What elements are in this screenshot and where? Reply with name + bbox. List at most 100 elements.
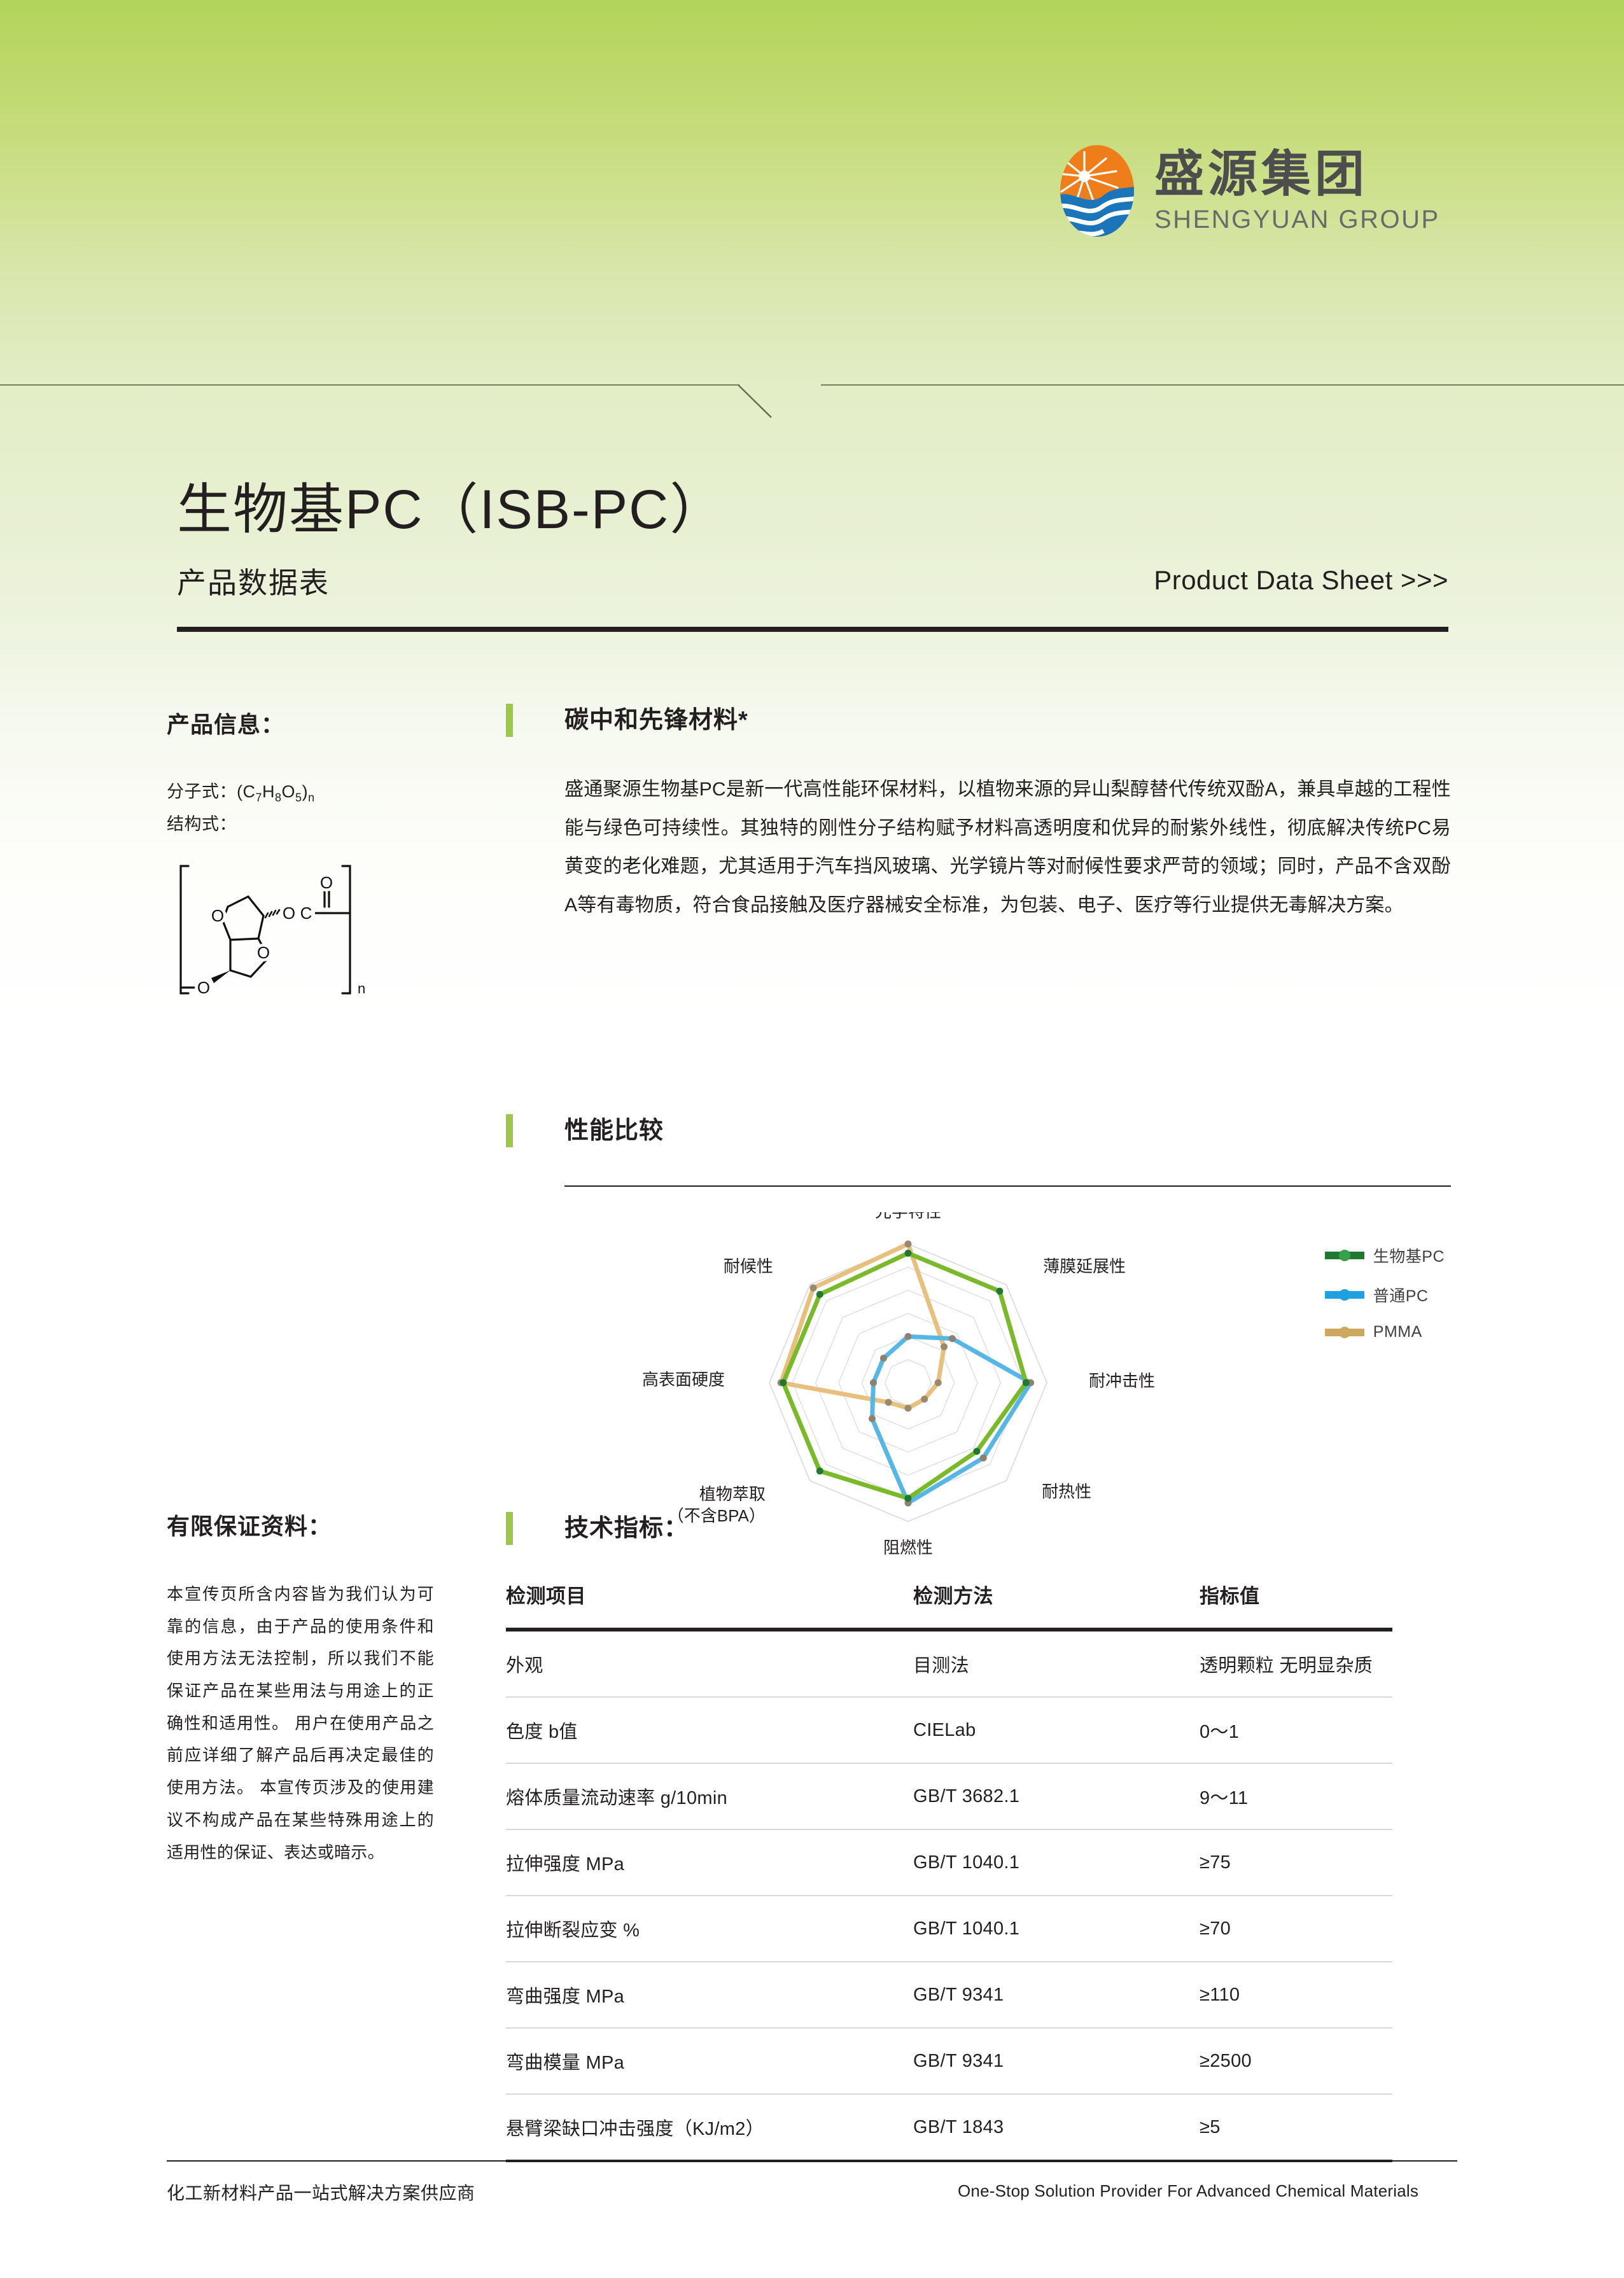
title-divider-left xyxy=(0,384,739,386)
formula-subscript-n: n xyxy=(308,791,315,804)
intro-heading: 碳中和先锋材料* xyxy=(564,707,748,734)
logo-text-cn: 盛源集团 xyxy=(1154,146,1369,203)
spec-method: GB/T 1040.1 xyxy=(913,1896,1200,1962)
radar-axis-label: 高表面硬度 xyxy=(642,1370,725,1389)
warranty-text: 本宣传页所含内容皆为我们认为可靠的信息，由于产品的使用条件和使用方法无法控制，所… xyxy=(167,1584,434,1862)
formula-sub-o: 5 xyxy=(295,791,302,804)
molecular-formula-label: 分子式： xyxy=(167,782,237,801)
footer-text-cn: 化工新材料产品一站式解决方案供应商 xyxy=(167,2183,475,2203)
radar-data-point xyxy=(809,1284,817,1292)
footer-text-en: One-Stop Solution Provider For Advanced … xyxy=(958,2181,1419,2200)
col-header-method: 检测方法 xyxy=(913,1580,1200,1632)
legend-label-pmma: PMMA xyxy=(1373,1323,1422,1341)
product-info-block: 产品信息： 分子式：(C7H8O5)n 结构式： xyxy=(167,706,434,1003)
radar-grid-ring xyxy=(769,1243,1047,1522)
legend-item: PMMA xyxy=(1324,1323,1445,1341)
radar-axis-label: 耐候性 xyxy=(724,1257,773,1276)
table-row: 色度 b值 CIELab 0～1 xyxy=(506,1697,1392,1764)
subtitle-row: 产品数据表 Product Data Sheet >>> xyxy=(177,560,1448,636)
performance-section: 性能比较 光学特性薄膜延展性耐冲击性耐热性阻燃性 植物萃取 （不含BPA） 高表面硬度… xyxy=(506,1110,1451,1556)
radar-data-point xyxy=(1022,1379,1030,1387)
formula-h: H xyxy=(262,782,276,801)
spec-item: 拉伸强度 MPa xyxy=(506,1829,913,1896)
radar-grid-ring xyxy=(815,1290,1001,1476)
radar-axis-label: 光学特性 xyxy=(875,1212,941,1221)
structure-c-label: C xyxy=(300,904,312,923)
footer-divider xyxy=(167,2160,1457,2162)
intro-accent-bar xyxy=(506,704,513,737)
table-row: 弯曲模量 MPa GB/T 9341 ≥2500 xyxy=(506,2028,1392,2095)
table-row: 外观 目测法 透明颗粒 无明显杂质 xyxy=(506,1630,1392,1698)
spec-method: GB/T 9341 xyxy=(913,2028,1200,2095)
radar-data-point xyxy=(904,1240,912,1248)
legend-swatch-biopc xyxy=(1324,1250,1364,1261)
intro-section: 碳中和先锋材料* 盛通聚源生物基PC是新一代高性能环保材料，以植物来源的异山梨醇… xyxy=(506,700,1451,925)
radar-data-point xyxy=(904,1495,912,1502)
spec-value: ≥110 xyxy=(1200,1962,1392,2029)
chemical-structure-diagram: O O O O O C n xyxy=(167,857,377,1003)
table-row: 拉伸断裂应变 % GB/T 1040.1 ≥70 xyxy=(506,1896,1392,1962)
spec-method: GB/T 9341 xyxy=(913,1962,1200,2029)
legend-swatch-pc xyxy=(1324,1289,1364,1301)
specs-heading: 技术指标： xyxy=(564,1515,689,1542)
radar-data-point xyxy=(780,1379,787,1387)
title-band xyxy=(0,385,1624,639)
warranty-heading: 有限保证资料： xyxy=(167,1513,332,1539)
specs-accent-bar xyxy=(506,1512,513,1545)
sun-wave-logo-icon xyxy=(1056,143,1138,239)
subtitle-en: Product Data Sheet >>> xyxy=(1154,565,1448,595)
spec-method: GB/T 3682.1 xyxy=(913,1763,1200,1830)
radar-data-point xyxy=(868,1415,876,1423)
page-title: 生物基PC（ISB-PC） xyxy=(177,479,726,540)
spec-item: 熔体质量流动速率 g/10min xyxy=(506,1763,913,1830)
spec-item: 弯曲模量 MPa xyxy=(506,2028,913,2095)
radar-axis-label: 耐冲击性 xyxy=(1089,1371,1155,1390)
logo-text-en: SHENGYUAN GROUP xyxy=(1154,206,1440,234)
radar-axis-label: 植物萃取 xyxy=(699,1485,766,1504)
radar-data-point xyxy=(816,1290,823,1298)
spec-method: CIELab xyxy=(913,1697,1200,1764)
spec-item: 拉伸断裂应变 % xyxy=(506,1896,913,1962)
radar-data-point xyxy=(904,1250,912,1257)
chart-legend: 生物基PC 普通PC PMMA xyxy=(1324,1244,1445,1341)
structure-o4-label: O xyxy=(283,904,295,923)
spec-item: 悬臂梁缺口冲击强度（KJ/m2） xyxy=(506,2094,913,2162)
structure-repeat-n: n xyxy=(358,981,365,996)
title-divider-diagonal xyxy=(738,384,815,423)
radar-axis-label: 耐热性 xyxy=(1042,1482,1091,1501)
radar-axis-label: 薄膜延展性 xyxy=(1043,1257,1126,1276)
specs-table: 检测项目 检测方法 指标值 外观 目测法 透明颗粒 无明显杂质 色度 b值 CIELab… xyxy=(506,1580,1392,2162)
spec-item: 色度 b值 xyxy=(506,1697,913,1764)
spec-value: 透明颗粒 无明显杂质 xyxy=(1200,1630,1392,1698)
radar-chart-svg: 光学特性薄膜延展性耐冲击性耐热性阻燃性 植物萃取 （不含BPA） 高表面硬度 耐候性 xyxy=(642,1212,1155,1556)
formula-close-paren: ) xyxy=(302,782,309,801)
molecular-formula: 分子式：(C7H8O5)n xyxy=(167,776,434,809)
structure-label: 结构式： xyxy=(167,814,237,834)
radar-axis-label: 阻燃性 xyxy=(883,1538,933,1556)
formula-sub-c: 7 xyxy=(255,791,263,804)
radar-data-point xyxy=(870,1379,877,1387)
spec-method: GB/T 1843 xyxy=(913,2094,1200,2162)
spec-value: ≥70 xyxy=(1200,1896,1392,1962)
structure-o2-label: O xyxy=(257,943,270,962)
radar-axis-label: （不含BPA） xyxy=(668,1506,766,1525)
radar-grid-ring xyxy=(838,1313,978,1453)
performance-heading: 性能比较 xyxy=(564,1117,664,1144)
radar-data-point xyxy=(879,1354,887,1362)
spec-method: GB/T 1040.1 xyxy=(913,1829,1200,1896)
legend-item: 普通PC xyxy=(1324,1283,1445,1306)
specs-section: 技术指标： 检测项目 检测方法 指标值 外观 目测法 透明颗粒 无明显杂质 色度 b值… xyxy=(506,1508,1451,2162)
formula-open-paren: (C xyxy=(237,782,256,801)
radar-data-point xyxy=(979,1454,987,1462)
radar-data-point xyxy=(816,1467,823,1475)
table-row: 悬臂梁缺口冲击强度（KJ/m2） GB/T 1843 ≥5 xyxy=(506,2094,1392,2162)
radar-grid-ring xyxy=(792,1266,1025,1499)
intro-body: 盛通聚源生物基PC是新一代高性能环保材料，以植物来源的异山梨醇替代传统双酚A，兼… xyxy=(564,779,1451,916)
formula-sub-h: 8 xyxy=(275,791,282,804)
subtitle-cn: 产品数据表 xyxy=(177,566,330,599)
company-logo: 盛源集团 SHENGYUAN GROUP xyxy=(1056,143,1440,239)
radar-data-point xyxy=(941,1343,948,1350)
radar-data-point xyxy=(996,1287,1004,1295)
table-row: 拉伸强度 MPa GB/T 1040.1 ≥75 xyxy=(506,1829,1392,1896)
radar-grid-ring xyxy=(861,1336,955,1430)
